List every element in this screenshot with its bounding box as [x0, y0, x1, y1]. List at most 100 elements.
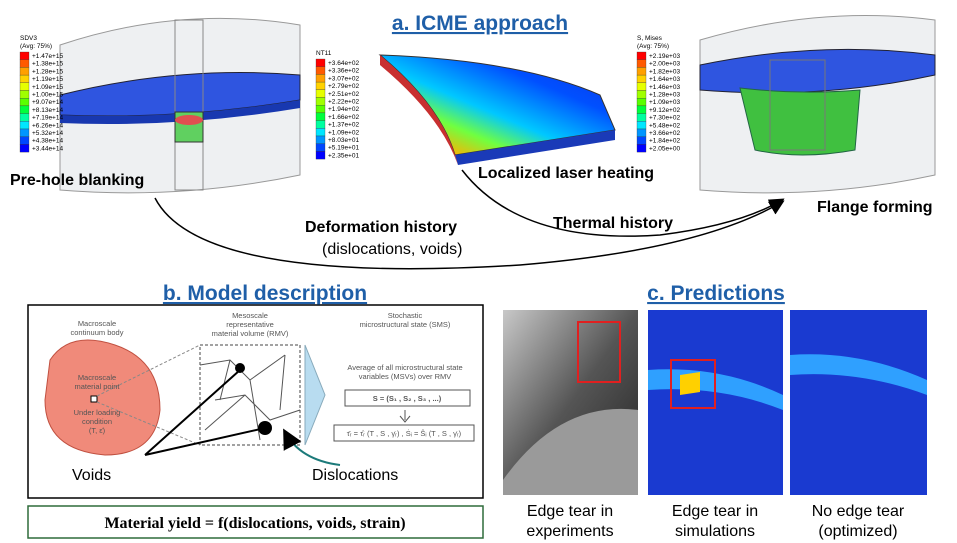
legend-swatch — [636, 121, 647, 130]
legend-swatch — [636, 144, 647, 153]
legend-swatch — [315, 74, 326, 83]
legend-swatch — [636, 51, 647, 60]
label: +5.48e+02 — [649, 122, 680, 129]
label: +3.44e+14 — [32, 145, 63, 152]
legend-swatch — [636, 136, 647, 145]
label: Stochastic — [388, 311, 423, 320]
label: Voids — [72, 467, 111, 484]
label: No edge tear — [812, 503, 905, 520]
legend-swatch — [19, 82, 30, 91]
legend-swatch — [636, 74, 647, 83]
label: +1.28e+15 — [32, 68, 63, 75]
label: +1.00e+15 — [32, 92, 63, 99]
label: +1.64e+03 — [649, 76, 680, 83]
label: variables (MSVs) over RMV — [359, 372, 452, 381]
label: +1.94e+02 — [328, 106, 359, 113]
label: (optimized) — [818, 523, 897, 540]
label: +6.26e+14 — [32, 122, 63, 129]
label: +1.38e+15 — [32, 61, 63, 68]
blanking-model — [59, 17, 301, 194]
label: material volume (RMV) — [212, 329, 289, 338]
label: NT11 — [316, 50, 332, 57]
legend-swatch — [315, 120, 326, 129]
legend-swatch — [19, 121, 30, 130]
label: +1.28e+03 — [649, 92, 680, 99]
legend-swatch — [315, 81, 326, 90]
label: +2.79e+02 — [328, 83, 359, 90]
label: (dislocations, voids) — [322, 241, 463, 258]
label: S, Mises — [637, 35, 663, 42]
label: Pre-hole blanking — [10, 172, 144, 189]
legend-swatch — [315, 151, 326, 160]
label: +1.66e+02 — [328, 114, 359, 121]
label: representative — [226, 320, 274, 329]
label: b. Model description — [163, 282, 367, 305]
label: +3.64e+02 — [328, 60, 359, 67]
label: experiments — [526, 523, 613, 540]
label: +1.19e+15 — [32, 76, 63, 83]
label: Mesoscale — [232, 311, 268, 320]
label: +2.35e+01 — [328, 152, 359, 159]
label: material point — [74, 382, 120, 391]
label: +3.07e+02 — [328, 75, 359, 82]
label: +2.19e+03 — [649, 53, 680, 60]
label: +3.66e+02 — [649, 130, 680, 137]
legend-swatch — [19, 67, 30, 76]
legend-swatch — [315, 66, 326, 75]
flange-model — [699, 15, 936, 194]
label: +1.09e+02 — [328, 129, 359, 136]
legend-swatch — [315, 89, 326, 98]
legend-swatch — [19, 51, 30, 60]
label: +7.30e+02 — [649, 115, 680, 122]
label: Macroscale — [78, 373, 116, 382]
label: +1.09e+15 — [32, 84, 63, 91]
label: +5.19e+01 — [328, 145, 359, 152]
label: Thermal history — [553, 215, 673, 232]
legend-swatch — [315, 143, 326, 152]
label: Under loading — [74, 408, 121, 417]
label: Material yield = f(dislocations, voids, … — [104, 515, 405, 532]
legend-swatch — [636, 98, 647, 107]
label: (Avg: 75%) — [20, 43, 52, 50]
legend-swatch — [636, 128, 647, 137]
label: +2.00e+03 — [649, 61, 680, 68]
flow-arrows — [154, 169, 785, 270]
label: microstructural state (SMS) — [360, 320, 451, 329]
label: +7.19e+14 — [32, 115, 63, 122]
legend-swatch — [636, 82, 647, 91]
legend-swatch — [19, 136, 30, 145]
label: continuum body — [71, 328, 124, 337]
label: Average of all microstructural state — [347, 363, 462, 372]
label: a. ICME approach — [392, 12, 568, 35]
legend-swatch — [19, 144, 30, 153]
label: +9.07e+14 — [32, 99, 63, 106]
label: +8.13e+14 — [32, 107, 63, 114]
legend-swatch — [636, 105, 647, 114]
legend-swatch — [19, 98, 30, 107]
legend-swatch — [19, 59, 30, 68]
label: Edge tear in — [527, 503, 613, 520]
label: +2.22e+02 — [328, 99, 359, 106]
legend-swatch — [19, 128, 30, 137]
legend-swatch — [19, 105, 30, 114]
label: c. Predictions — [647, 282, 785, 305]
legend-swatch — [315, 135, 326, 144]
legend-swatch — [636, 59, 647, 68]
model-sketch — [44, 339, 475, 466]
label: +2.51e+02 — [328, 91, 359, 98]
label: +3.36e+02 — [328, 68, 359, 75]
legend-swatch — [636, 67, 647, 76]
label: (Avg: 75%) — [637, 43, 669, 50]
label: +5.32e+14 — [32, 130, 63, 137]
label: Edge tear in — [672, 503, 758, 520]
label: +1.82e+03 — [649, 68, 680, 75]
legend-swatch — [19, 113, 30, 122]
prediction-images — [503, 310, 927, 495]
label: +4.38e+14 — [32, 138, 63, 145]
legend-swatch — [315, 105, 326, 114]
label: Macroscale — [78, 319, 116, 328]
legend-swatch — [315, 112, 326, 121]
label: S = (S₁ , S₂ , S₃ , ...) — [373, 394, 442, 403]
label: SDV3 — [20, 35, 37, 42]
